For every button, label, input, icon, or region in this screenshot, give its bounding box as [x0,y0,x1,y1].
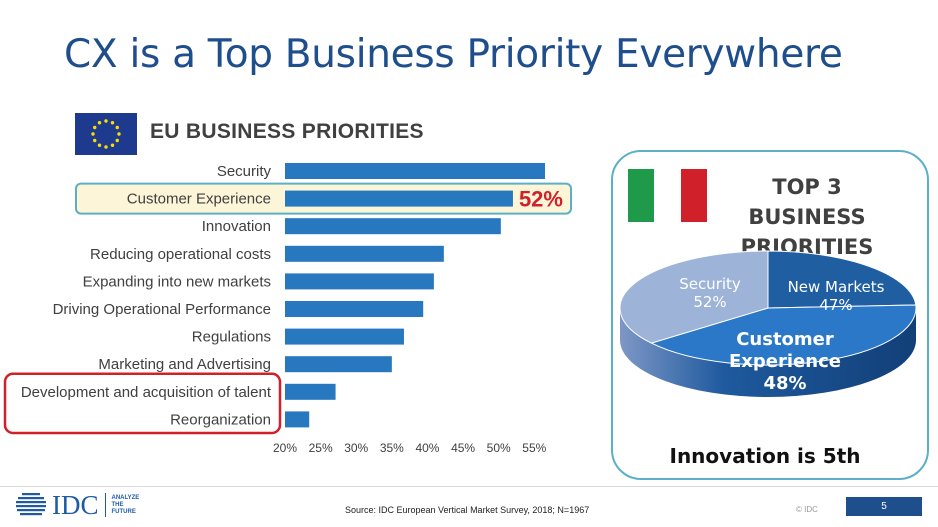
italy-priorities-panel [611,150,929,480]
category-label: Innovation [202,218,271,235]
bar [285,356,392,373]
copyright: © IDC [796,505,818,514]
eu-star-icon [93,138,97,143]
eu-star-icon [91,132,95,136]
idc-tagline: ANALYZE THE FUTURE [112,495,140,516]
footer-divider [0,486,938,487]
category-label: Expanding into new markets [83,273,271,290]
bar [285,273,434,290]
x-tick-label: 50% [487,441,511,455]
x-tick-label: 40% [415,441,439,455]
page-number: 5 [846,497,922,516]
eu-star-icon [93,125,97,130]
eu-star-icon [97,121,102,125]
eu-flag-icon [75,113,137,155]
eu-priorities-heading: EU BUSINESS PRIORITIES [150,120,424,143]
bar [285,218,501,235]
pie-slice-security [619,250,769,344]
pie-label: Customer [736,329,834,350]
pie-value-label: 48% [763,373,806,394]
category-label: Driving Operational Performance [53,301,271,318]
idc-tagline-line: ANALYZE [111,494,140,501]
x-tick-label: 35% [380,441,404,455]
category-label: Security [217,163,272,180]
pie-value-label: 52% [693,293,726,311]
pie-label: Experience [729,351,841,372]
x-tick-label: 20% [273,441,297,455]
bar [285,190,513,207]
category-label: Customer Experience [127,191,271,208]
bar [285,383,336,400]
eu-star-icon [97,143,102,147]
eu-star-icon [104,119,108,123]
pie-label: New Markets [788,278,885,296]
bar [285,411,310,428]
pie-label: Security [679,275,741,293]
eu-star-icon [110,121,115,125]
highlight-value-label: 52% [519,187,563,212]
eu-star-icon [117,132,121,136]
pie-slice-new-markets [767,250,917,309]
italy-flag-icon [628,169,707,222]
eu-star-icon [115,138,119,143]
idc-logo-text: IDC [52,489,99,520]
eu-star-icon [115,125,119,130]
bar [285,301,424,317]
slide-title: CX is a Top Business Priority Everywhere [64,32,843,77]
bar [285,163,545,179]
x-tick-label: 30% [344,441,368,455]
eu-star-icon [104,145,108,149]
top3-heading-line1: TOP 3 BUSINESS [748,175,866,229]
x-tick-label: 45% [451,441,475,455]
boxed-group-outline [3,372,282,435]
x-tick-label: 25% [309,441,333,455]
category-label: Development and acquisition of talent [21,384,272,401]
x-tick-label: 55% [522,441,546,455]
category-label: Regulations [192,329,271,346]
eu-priorities-bar-chart: Security Customer Experience Innovation Red… [3,163,572,455]
pie-value-label: 47% [819,296,852,314]
category-label: Reorganization [170,411,271,428]
logo-divider [104,493,106,517]
pie-side [620,308,916,397]
idc-tagline-line: FUTURE [111,508,136,515]
source-note: Source: IDC European Vertical Market Sur… [345,505,590,515]
category-label: Marketing and Advertising [98,356,271,373]
category-label: Reducing operational costs [90,246,271,263]
bar [285,245,444,262]
pie-slice-customer-experience [650,304,917,366]
eu-star-icon [110,143,115,147]
idc-globe-icon [16,493,46,516]
bar [285,328,404,345]
idc-logo: IDC ANALYZE THE FUTURE [16,490,139,520]
innovation-note: Innovation is 5th [669,444,861,468]
idc-tagline-line: THE [111,501,124,508]
